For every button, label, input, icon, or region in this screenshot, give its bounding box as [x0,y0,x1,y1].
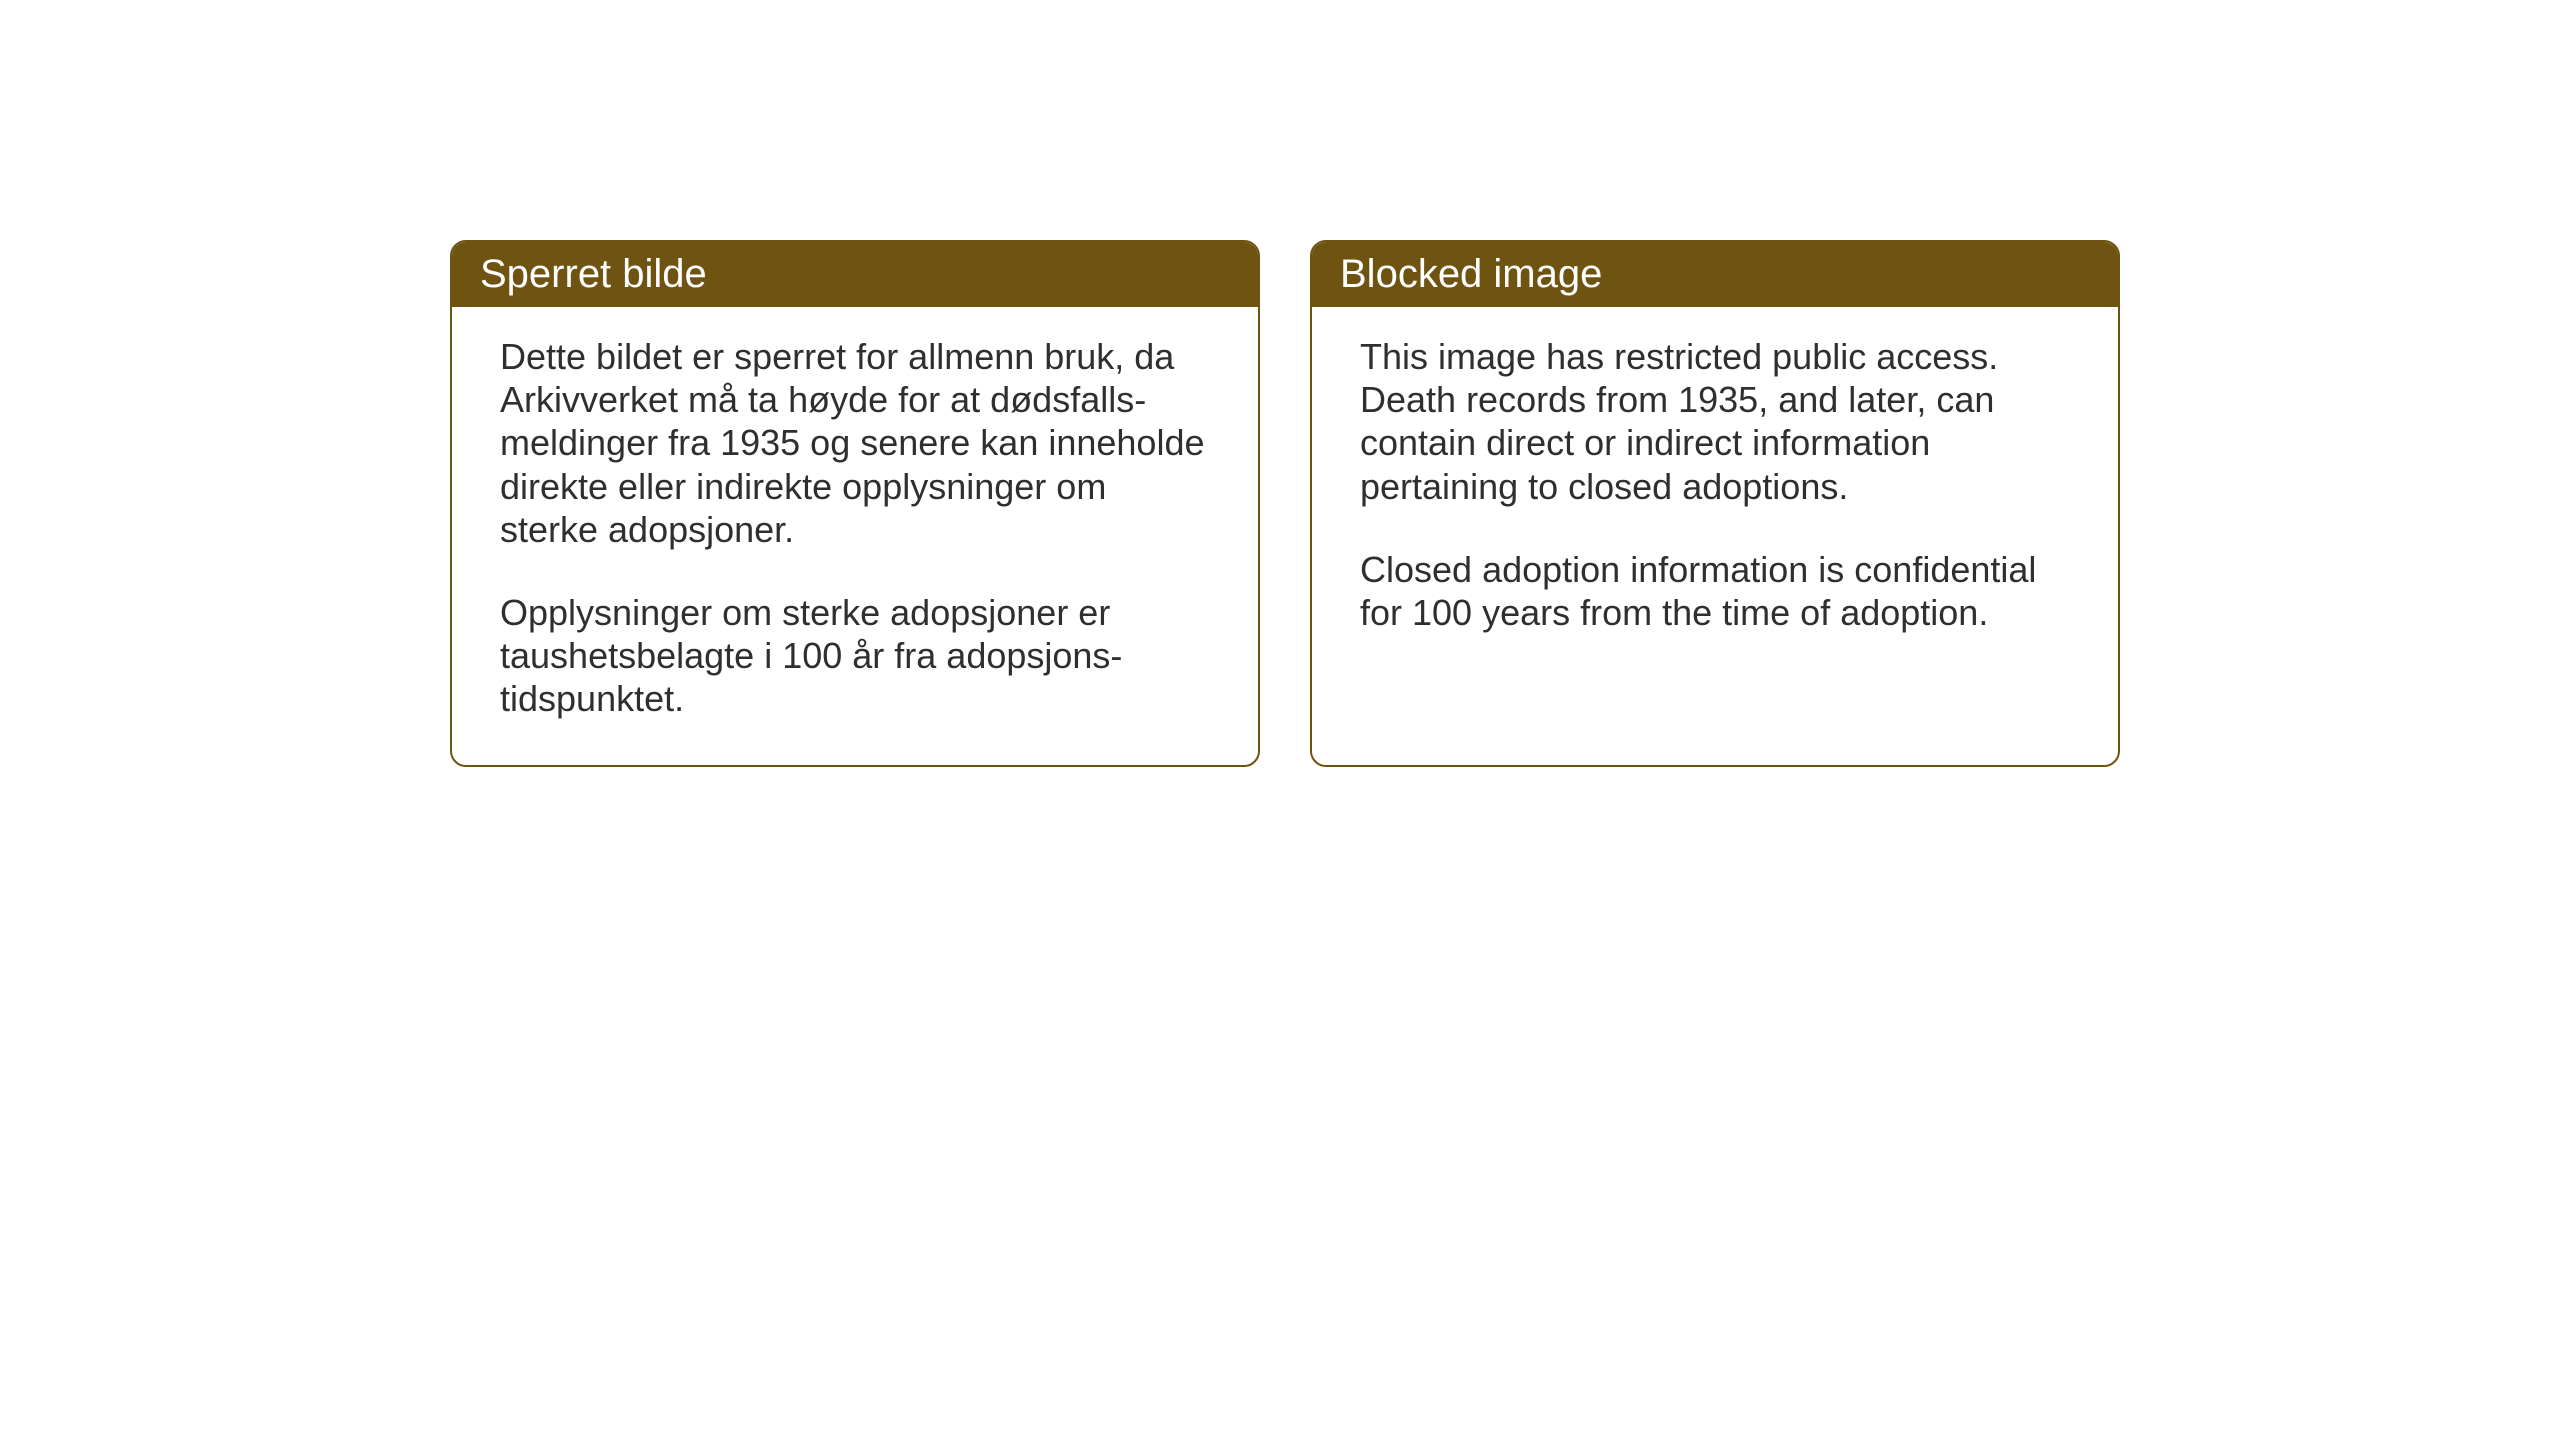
card-header-english: Blocked image [1312,242,2118,307]
card-title: Blocked image [1340,252,1602,296]
card-body-english: This image has restricted public access.… [1312,307,2118,678]
notice-container: Sperret bilde Dette bildet er sperret fo… [450,240,2120,767]
card-header-norwegian: Sperret bilde [452,242,1258,307]
paragraph-1: Dette bildet er sperret for allmenn bruk… [500,335,1210,551]
paragraph-2: Closed adoption information is confident… [1360,548,2070,634]
card-title: Sperret bilde [480,252,707,296]
paragraph-1: This image has restricted public access.… [1360,335,2070,508]
card-body-norwegian: Dette bildet er sperret for allmenn bruk… [452,307,1258,765]
notice-card-english: Blocked image This image has restricted … [1310,240,2120,767]
notice-card-norwegian: Sperret bilde Dette bildet er sperret fo… [450,240,1260,767]
paragraph-2: Opplysninger om sterke adopsjoner er tau… [500,591,1210,721]
